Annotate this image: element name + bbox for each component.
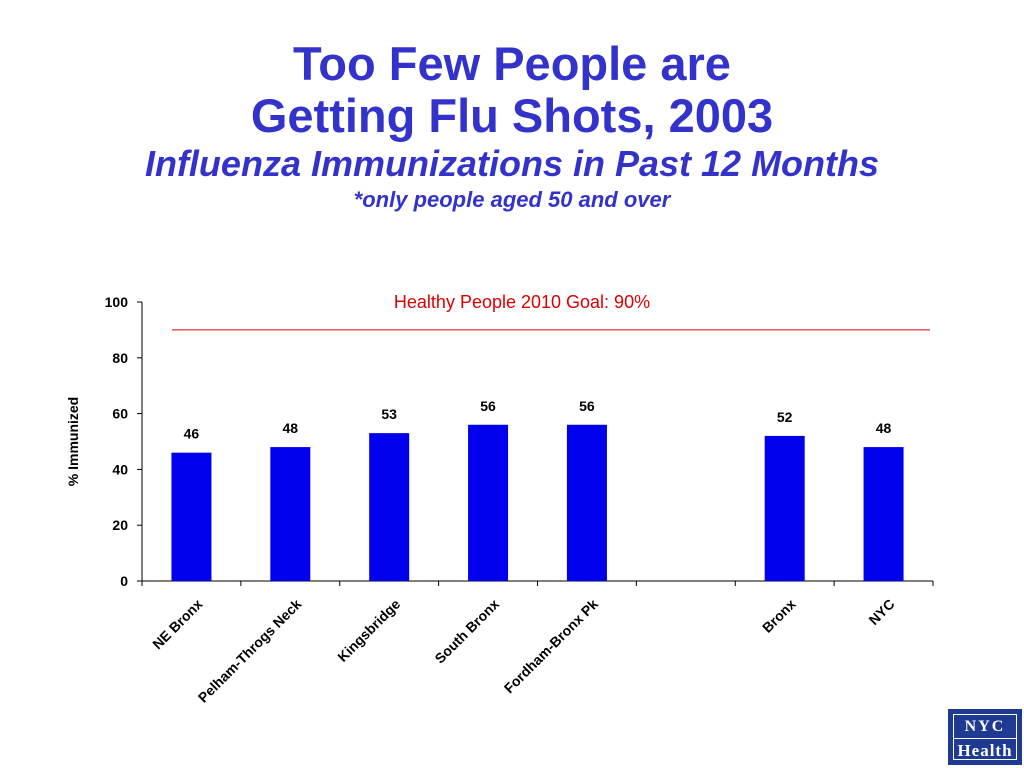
x-category-label: Pelham-Throgs Neck — [195, 596, 305, 706]
logo-bottom-text: Health — [957, 741, 1013, 760]
logo-frame: NYC Health — [953, 714, 1017, 760]
y-tick-label: 40 — [112, 461, 128, 477]
bar-data-label: 46 — [184, 426, 200, 442]
y-tick-label: 60 — [112, 406, 128, 422]
x-category-label: Fordham-Bronx Pk — [501, 596, 602, 697]
y-axis-title: % Immunized — [65, 397, 81, 486]
y-tick-label: 100 — [105, 294, 129, 310]
bar — [369, 433, 410, 581]
bar — [764, 435, 805, 581]
x-category-label: Kingsbridge — [334, 596, 403, 665]
goal-line-label: Healthy People 2010 Goal: 90% — [394, 292, 650, 312]
slide-subtitle: Influenza Immunizations in Past 12 Month… — [144, 143, 880, 184]
x-category-label: NE Bronx — [149, 596, 206, 653]
slide-title-line-1: Too Few People are — [293, 37, 731, 90]
y-tick-label: 20 — [112, 517, 128, 533]
x-category-label: Bronx — [759, 596, 799, 636]
bar — [171, 452, 212, 581]
logo-divider — [954, 738, 1016, 739]
bar — [863, 447, 904, 581]
logo-top-text: NYC — [964, 718, 1006, 735]
bar — [566, 424, 607, 581]
bar — [270, 447, 311, 581]
bar-data-label: 48 — [283, 420, 299, 436]
bar-data-label: 53 — [381, 406, 397, 422]
bar-data-label: 52 — [777, 409, 793, 425]
nyc-health-logo: NYC Health — [948, 709, 1022, 765]
x-category-label: NYC — [865, 596, 897, 628]
slide-title-block: Too Few People are Getting Flu Shots, 20… — [0, 38, 1024, 214]
y-tick-label: 80 — [112, 350, 128, 366]
y-tick-label: 0 — [120, 573, 128, 589]
bar-data-label: 48 — [876, 420, 892, 436]
bar-data-label: 56 — [480, 398, 496, 414]
bar-data-label: 56 — [579, 398, 595, 414]
x-category-label: South Bronx — [431, 596, 502, 667]
bar — [468, 424, 509, 581]
slide-title-line-2: Getting Flu Shots, 2003 — [250, 89, 774, 142]
slide-note: *only people aged 50 and over — [353, 187, 671, 212]
